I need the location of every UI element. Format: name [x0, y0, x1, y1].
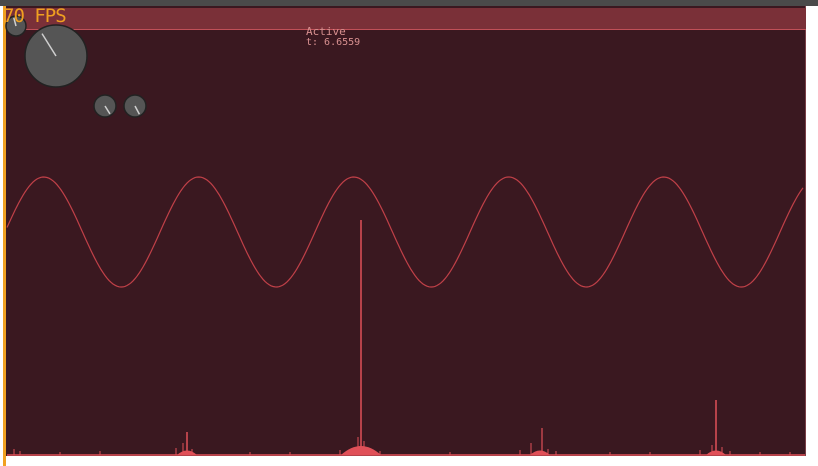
left-accent-bar — [3, 6, 6, 466]
mini-knob[interactable] — [5, 15, 27, 37]
waveform — [6, 176, 804, 288]
fps-counter: 70 FPS — [3, 5, 67, 27]
spectrum-cluster — [177, 450, 197, 455]
small-knob-2-indicator — [134, 105, 141, 115]
small-knob-1[interactable] — [93, 94, 117, 118]
spectrum-cluster — [706, 450, 726, 455]
small-knob-2[interactable] — [123, 94, 147, 118]
spectrum-cluster — [341, 446, 381, 455]
small-knob-1-indicator — [104, 105, 111, 115]
waveform-line — [6, 176, 804, 288]
header-strip — [6, 8, 806, 30]
mini-knob-indicator — [13, 17, 17, 27]
main-knob-indicator — [41, 33, 57, 57]
status-label: Active — [306, 25, 346, 38]
window-top-bar — [0, 0, 818, 6]
visualizer-canvas[interactable] — [6, 6, 806, 456]
time-readout: t: 6.6559 — [306, 37, 361, 48]
knob-controls[interactable] — [5, 15, 147, 118]
spectrum — [7, 220, 805, 456]
main-knob[interactable] — [24, 24, 88, 88]
spectrum-cluster — [530, 450, 550, 455]
